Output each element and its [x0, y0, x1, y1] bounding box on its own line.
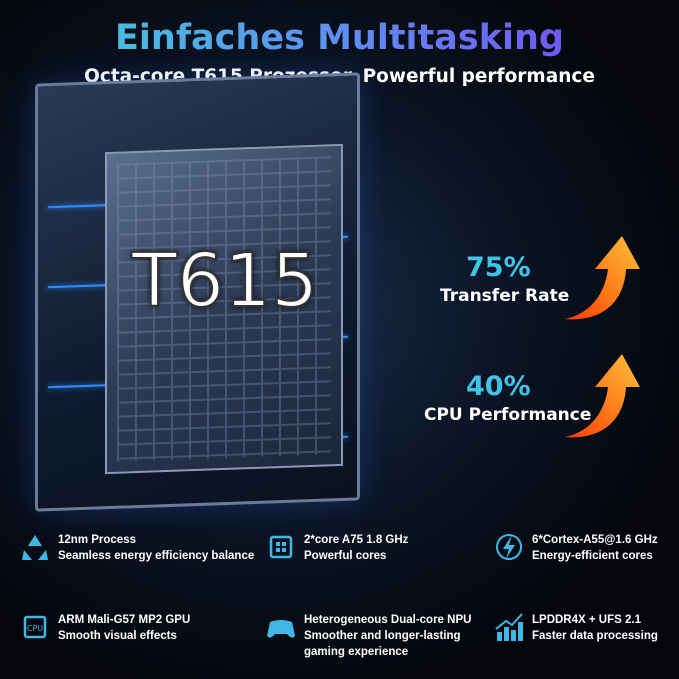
gamepad-icon [267, 620, 295, 638]
feature-description: Smoother and longer-lasting [304, 630, 461, 642]
feature-title: 12nm Process [58, 534, 136, 546]
stat-cpu-performance-value: 40% [466, 371, 531, 402]
feature-title: 6*Cortex-A55@1.6 GHz [532, 534, 658, 546]
feature-description: Faster data processing [532, 630, 658, 642]
feature-npu: Heterogeneous Dual-core NPU Smoother and … [266, 612, 471, 660]
page-title: Einfaches Multitasking [0, 18, 679, 58]
feature-title: Heterogeneous Dual-core NPU [304, 614, 472, 626]
growth-chart-icon [495, 613, 523, 641]
feature-title: LPDDR4X + UFS 2.1 [532, 614, 641, 626]
processor-icon [269, 535, 293, 559]
feature-a55-cores: 6*Cortex-A55@1.6 GHz Energy-efficient cor… [494, 532, 658, 564]
orange-up-arrow-icon [565, 354, 640, 438]
cpu-icon: CPU [23, 615, 47, 639]
feature-description: Energy-efficient cores [532, 550, 653, 562]
stat-cpu-performance-label: CPU Performance [424, 405, 592, 425]
feature-title: 2*core A75 1.8 GHz [304, 534, 409, 546]
feature-description: gaming experience [304, 646, 409, 658]
lightning-icon [496, 534, 522, 560]
feature-storage: LPDDR4X + UFS 2.1 Faster data processing [494, 612, 658, 644]
feature-description: Powerful cores [304, 550, 387, 562]
svg-text:CPU: CPU [27, 624, 43, 633]
feature-process: 12nm Process Seamless energy efficiency b… [20, 532, 254, 564]
feature-title: ARM Mali-G57 MP2 GPU [58, 614, 191, 626]
feature-gpu: CPU ARM Mali-G57 MP2 GPU Smooth visual ef… [20, 612, 190, 644]
orange-up-arrow-icon [565, 236, 640, 320]
stat-transfer-rate-value: 75% [466, 252, 531, 283]
feature-description: Smooth visual effects [58, 630, 177, 642]
recycle-icon [22, 535, 48, 560]
stat-transfer-rate-label: Transfer Rate [440, 286, 570, 306]
chip-label: T615 [131, 237, 319, 325]
feature-description: Seamless energy efficiency balance [58, 550, 255, 562]
feature-a75-cores: 2*core A75 1.8 GHz Powerful cores [266, 532, 408, 564]
